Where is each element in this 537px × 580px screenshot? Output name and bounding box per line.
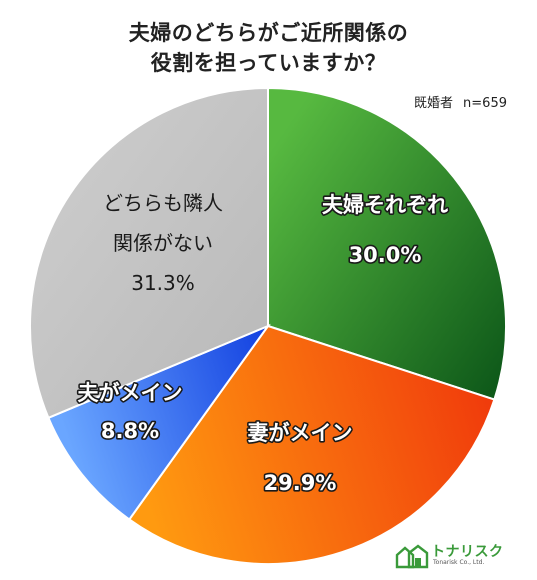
logo-brand: トナリスク — [431, 544, 504, 560]
pie-slice-2 — [127, 324, 496, 565]
pie-slice-3 — [47, 323, 271, 521]
slice-value-1: 30.0% — [349, 243, 422, 267]
company-logo: トナリスク Tonarisk Co., Ltd. — [395, 541, 525, 571]
sample-group: 既婚者 — [414, 96, 454, 111]
logo-subtitle: Tonarisk Co., Ltd. — [433, 559, 485, 566]
sample-note: 既婚者 n=659 — [414, 92, 507, 111]
slice-value-3: 8.8% — [101, 419, 159, 443]
slice-label-4-line-1: どちらも隣人 — [103, 191, 223, 215]
slice-label-3-line-1: 夫がメイン — [78, 381, 183, 405]
chart-title-line-1: 夫婦のどちらがご近所関係の — [128, 21, 409, 45]
house-icon — [395, 544, 429, 569]
slice-label-1-line-1: 夫婦それぞれ — [322, 193, 448, 217]
sample-size: n=659 — [463, 96, 507, 111]
slice-value-2: 29.9% — [264, 471, 337, 495]
slice-value-4: 31.3% — [131, 271, 195, 295]
pie-slice-1 — [267, 86, 507, 401]
chart-title-line-2: 役割を担っていますか？ — [150, 51, 387, 75]
slice-label-4-line-2: 関係がない — [113, 231, 213, 255]
slice-label-2-line-1: 妻がメイン — [248, 421, 353, 445]
pie-slice-4 — [29, 86, 269, 420]
